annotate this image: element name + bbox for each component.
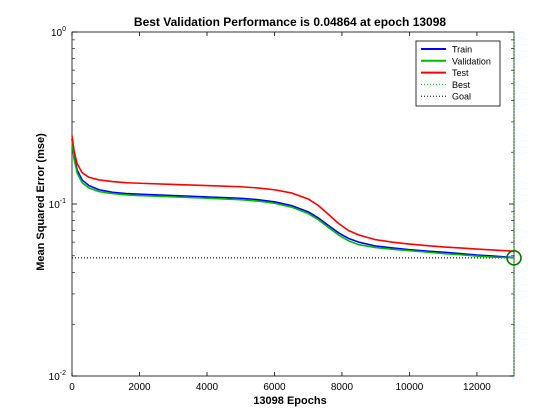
x-tick-label: 4000 — [196, 382, 219, 393]
y-axis-label: Mean Squared Error (mse) — [35, 133, 47, 271]
x-axis-label: 13098 Epochs — [253, 395, 326, 407]
y-tick-label: 10-1 — [49, 198, 66, 211]
legend-label-validation: Validation — [452, 56, 491, 66]
x-tick-label: 0 — [69, 382, 75, 393]
x-tick-label: 8000 — [331, 382, 354, 393]
y-tick-label: 100 — [51, 26, 66, 39]
plot-area: 0 2000 4000 6000 8000 10000 12000 10-2 10-1 100 — [49, 26, 522, 393]
legend-label-best: Best — [452, 80, 471, 90]
chart-title: Best Validation Performance is 0.04864 a… — [134, 15, 446, 29]
x-tick-label: 10000 — [396, 382, 424, 393]
legend-label-train: Train — [452, 45, 472, 55]
x-tick-label: 12000 — [463, 382, 491, 393]
series-line-test — [71, 135, 515, 252]
y-tick-label: 10-2 — [49, 370, 66, 383]
legend-label-test: Test — [452, 68, 469, 78]
legend-label-goal: Goal — [452, 92, 471, 102]
x-tick-label: 2000 — [128, 382, 151, 393]
best-point-marker — [506, 250, 522, 266]
x-tick-label: 6000 — [263, 382, 286, 393]
series-line-validation — [71, 140, 515, 259]
series-line-train — [71, 138, 515, 259]
